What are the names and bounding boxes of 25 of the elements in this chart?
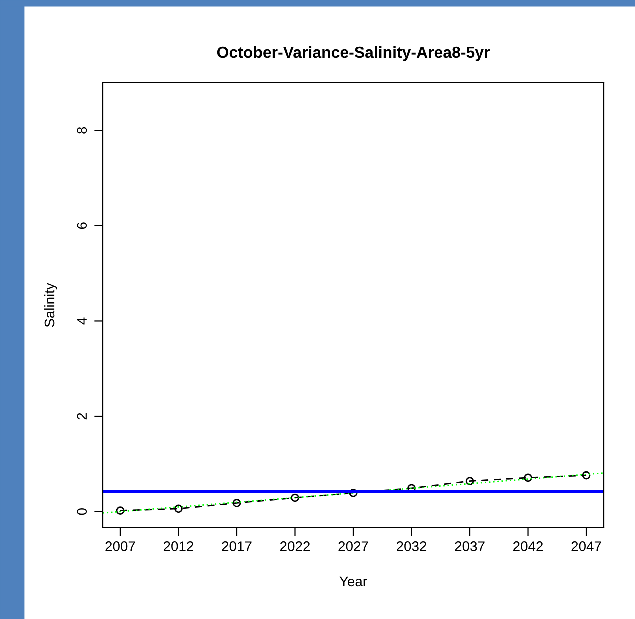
x-tick-label: 2022 (280, 542, 310, 552)
point (116, 506, 125, 516)
point (349, 489, 358, 498)
point (466, 477, 474, 486)
x-tick-label: 2032 (397, 542, 427, 552)
point (291, 494, 300, 502)
point (174, 504, 183, 514)
y-tick-label: 6 (77, 222, 88, 230)
x-tick-label: 2007 (106, 542, 136, 552)
x-tick-label: 2047 (572, 542, 602, 552)
point (232, 499, 242, 508)
x-tick-label: 2017 (222, 542, 252, 552)
x-tick-label: 2042 (514, 542, 544, 552)
y-axis-title: Salinity (44, 283, 58, 328)
y-tick-label: 4 (77, 318, 87, 325)
x-tick-label: 2037 (455, 542, 485, 552)
x-axis-title: Year (340, 576, 368, 587)
point (524, 474, 532, 482)
x-tick-label: 2012 (164, 542, 194, 552)
y-tick-label: 8 (77, 127, 88, 134)
y-tick-label: 0 (77, 508, 88, 516)
point (582, 471, 591, 480)
x-tick-label: 2027 (338, 542, 368, 552)
chart-title: October-Variance-Salinity-Area8-5yr (217, 46, 490, 62)
y-tick-label: 2 (77, 413, 87, 420)
